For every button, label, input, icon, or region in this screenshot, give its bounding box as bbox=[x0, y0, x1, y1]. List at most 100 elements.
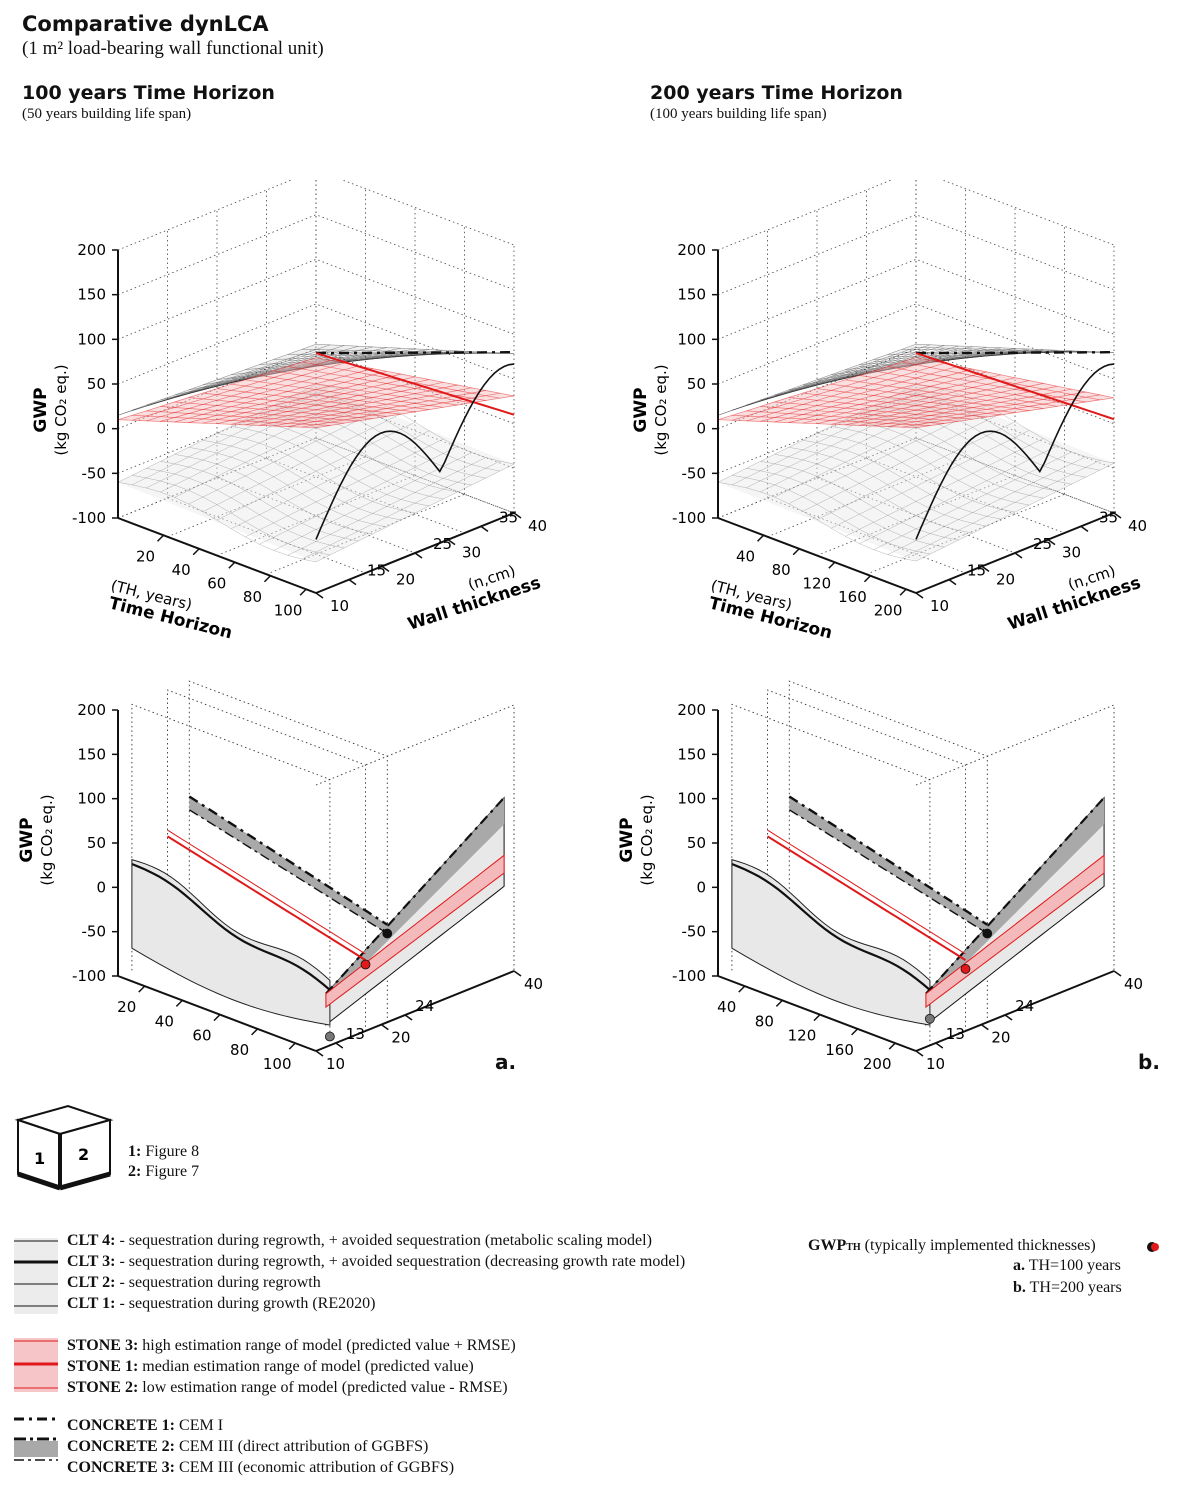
legend-stone-name: STONE 1: bbox=[67, 1358, 139, 1375]
concrete-1-line-thickness bbox=[325, 796, 505, 995]
y-tick-label: 24 bbox=[415, 997, 434, 1015]
legend-stone-1: STONE 3: high estimation range of model … bbox=[67, 1337, 516, 1355]
x-tick bbox=[899, 588, 907, 596]
legend-concrete-name: CONCRETE 2: bbox=[67, 1438, 176, 1455]
left-panel-title: 100 years Time Horizon bbox=[22, 82, 275, 104]
legend-clt-text: - sequestration during regrowth bbox=[115, 1274, 321, 1291]
clt-3-line bbox=[131, 862, 331, 991]
panel-label-a: a. bbox=[495, 1050, 517, 1074]
y-tick bbox=[381, 565, 390, 572]
y-tick-label: 35 bbox=[1099, 508, 1118, 526]
legend-stone-text: median estimation range of model (predic… bbox=[138, 1358, 474, 1375]
grid-line bbox=[216, 477, 416, 554]
left-panel-subtitle: (50 years building life span) bbox=[22, 106, 192, 122]
z-axis-title: GWP bbox=[31, 387, 51, 432]
figure-title: Comparative dynLCA bbox=[22, 12, 269, 36]
grid-line bbox=[717, 214, 1115, 296]
z-tick-label: -50 bbox=[82, 464, 107, 482]
x-tick-label: 160 bbox=[825, 1041, 854, 1059]
z-axis-title: GWP bbox=[617, 817, 637, 862]
clt-1-mesh-line bbox=[915, 463, 1115, 562]
z-tick-label: 200 bbox=[677, 241, 706, 259]
x-tick bbox=[863, 575, 871, 583]
stone-1-line bbox=[915, 352, 1115, 421]
right-panel-subtitle: (100 years building life span) bbox=[650, 106, 827, 122]
y-tick bbox=[380, 1023, 389, 1031]
y-tick-label: 13 bbox=[946, 1025, 965, 1043]
z-tick-label: 100 bbox=[677, 330, 706, 348]
cube-key-1-label: 1: bbox=[128, 1143, 142, 1160]
x-tick-label: 120 bbox=[788, 1027, 817, 1045]
y-tick-label: 40 bbox=[524, 975, 543, 993]
legend-concrete-2: CONCRETE 2: CEM III (direct attribution … bbox=[67, 1438, 428, 1456]
z-tick-label: -50 bbox=[82, 923, 107, 941]
cube-face-2: 2 bbox=[78, 1145, 89, 1164]
x-tick bbox=[138, 985, 146, 993]
clt-1-mesh-line bbox=[259, 446, 458, 545]
z-tick-label: 200 bbox=[677, 701, 706, 719]
cube-key-1-text: Figure 8 bbox=[145, 1143, 200, 1160]
y-axis bbox=[315, 970, 515, 1052]
y-tick bbox=[315, 1050, 324, 1057]
x-tick-label: 80 bbox=[243, 588, 262, 606]
chart-left-top: -100 -50 0 50 100 150 200 20 40 60 80 100 10 15 20 25 30… bbox=[31, 180, 547, 643]
x-axis bbox=[717, 975, 917, 1052]
clt-1-mesh-line bbox=[117, 384, 317, 483]
clt-1-mesh-line bbox=[287, 457, 486, 556]
gwp-th-point bbox=[924, 1013, 935, 1024]
grid-line bbox=[117, 214, 515, 296]
legend-concrete-text: CEM III (direct attribution of GGBFS) bbox=[175, 1438, 429, 1455]
y-tick-label: 10 bbox=[926, 1055, 945, 1073]
y-tick-label: 30 bbox=[1062, 544, 1081, 562]
x-tick bbox=[888, 1042, 896, 1050]
x-tick bbox=[813, 1014, 821, 1022]
stone-1-mesh-line bbox=[315, 395, 515, 429]
stone-1-mesh-line bbox=[859, 385, 1058, 426]
y-tick-label: 10 bbox=[930, 597, 949, 615]
x-tick-label: 40 bbox=[172, 561, 191, 579]
y-tick bbox=[1047, 539, 1056, 546]
y-tick-label: 24 bbox=[1015, 997, 1034, 1015]
stone-1-mesh-line bbox=[887, 366, 1086, 403]
z-axis-title: GWP bbox=[17, 817, 37, 862]
stone-3-line bbox=[767, 829, 966, 955]
grid-line bbox=[767, 497, 966, 574]
legend-stone-2: STONE 1: median estimation range of mode… bbox=[67, 1358, 474, 1376]
y-tick-label: 35 bbox=[499, 508, 518, 526]
x-tick-label: 80 bbox=[755, 1012, 774, 1030]
concrete-2-line bbox=[788, 809, 988, 935]
concrete-2-line bbox=[188, 809, 388, 935]
x-tick bbox=[299, 588, 307, 596]
legend-clt-1: CLT 4: - sequestration during regrowth, … bbox=[67, 1232, 652, 1250]
x-axis bbox=[117, 517, 317, 594]
y-tick bbox=[335, 1042, 344, 1049]
y-tick-label: 10 bbox=[326, 1055, 345, 1073]
x-tick-label: 120 bbox=[802, 574, 831, 592]
gwp-th-b-text: TH=200 years bbox=[1029, 1279, 1122, 1296]
y-tick bbox=[1080, 525, 1089, 532]
legend-stone-name: STONE 2: bbox=[67, 1379, 139, 1396]
z-tick-label: -50 bbox=[682, 923, 707, 941]
stone-1-mesh-line bbox=[273, 370, 472, 404]
gwp-th-point bbox=[324, 1031, 335, 1042]
concrete-1-mesh-line bbox=[117, 343, 317, 416]
concrete-3-band-thickness bbox=[925, 797, 1105, 1003]
z-axis-title: GWP bbox=[631, 387, 651, 432]
grid-line bbox=[816, 477, 1016, 554]
z-tick-label: -100 bbox=[672, 967, 706, 985]
clt-1-mesh-line bbox=[887, 456, 1086, 555]
concrete-1-line-thickness bbox=[925, 796, 1105, 995]
legend-concrete-3: CONCRETE 3: CEM III (economic attributio… bbox=[67, 1459, 454, 1477]
clt-3-line bbox=[315, 363, 515, 540]
cube-key-2-label: 2: bbox=[128, 1163, 142, 1180]
y-tick bbox=[1113, 970, 1122, 977]
y-tick-label: 25 bbox=[433, 535, 452, 553]
cube-key-2: 2: Figure 7 bbox=[128, 1163, 199, 1181]
gwp-th-name: GWP bbox=[808, 1237, 847, 1254]
legend-concrete-name: CONCRETE 1: bbox=[67, 1417, 176, 1434]
clt-1-surface bbox=[118, 384, 514, 562]
stone-3-line bbox=[167, 829, 366, 955]
concrete-3-band-thickness bbox=[325, 797, 505, 1003]
x-tick bbox=[228, 561, 236, 569]
x-tick-label: 80 bbox=[772, 561, 791, 579]
